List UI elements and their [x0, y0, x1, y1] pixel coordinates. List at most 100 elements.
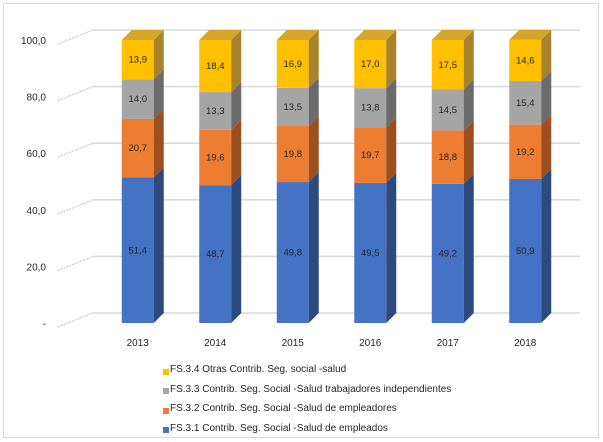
legend-swatch	[163, 427, 169, 434]
data-label: 14,6	[516, 55, 535, 66]
legend-item: FS.3.2 Contrib. Seg. Social -Salud de em…	[163, 399, 451, 419]
legend-label: FS.3.2 Contrib. Seg. Social -Salud de em…	[170, 403, 397, 415]
bar-segment	[354, 88, 387, 128]
gridline-depth	[57, 312, 94, 328]
bar-segment	[121, 79, 154, 119]
bar-segment	[199, 185, 232, 323]
data-label: 49,2	[439, 248, 458, 259]
x-axis-tick-labels: 2013 2014 2015 2016 2017 2018	[127, 338, 537, 349]
gridline-depth	[57, 142, 94, 158]
data-label: 51,4	[129, 245, 148, 256]
bar-segment	[431, 89, 464, 131]
legend-label: FS.3.1 Contrib. Seg. Social -Salud de em…	[170, 422, 388, 434]
bar-stack: 49,5 19,7 13,8 17,0	[354, 30, 397, 323]
data-label: 19,7	[361, 150, 380, 161]
data-label: 19,6	[206, 152, 225, 163]
x-tick-label: 2018	[514, 338, 537, 349]
bar-segment	[354, 40, 387, 89]
bar-segment-side	[153, 108, 164, 178]
legend-swatch	[163, 388, 169, 395]
bar-segment-side	[308, 30, 319, 88]
bar-segment-side	[231, 30, 242, 93]
bar-segment-side	[308, 77, 319, 127]
bar-segment-side	[541, 29, 552, 82]
gridline-depth	[57, 29, 94, 45]
bar-segment-side	[386, 30, 397, 89]
data-label: 50,9	[516, 246, 535, 257]
bar-segment-side	[541, 168, 552, 323]
bar-segment-side	[386, 78, 397, 128]
bar-segment	[199, 40, 232, 93]
x-tick-label: 2015	[282, 338, 305, 349]
bar-segment-top	[354, 30, 397, 40]
legend-item: FS.3.1 Contrib. Seg. Social -Salud de em…	[163, 419, 451, 439]
bar-segment	[431, 130, 464, 184]
bar-segment-side	[153, 30, 164, 80]
legend-swatch	[163, 368, 169, 375]
bar-segment	[121, 177, 154, 323]
bar-segment	[199, 92, 232, 130]
gridline-depth	[57, 85, 94, 102]
gridline-depth	[57, 199, 94, 215]
x-tick-label: 2013	[127, 338, 150, 349]
bar-segment	[121, 40, 154, 80]
bar-stack: 48,7 19,6 13,3 18,4	[199, 30, 242, 323]
data-label: 18,4	[206, 61, 225, 72]
bar-segment-top	[276, 30, 319, 40]
bar-segment-side	[463, 79, 474, 131]
bar-segment-side	[153, 69, 164, 119]
bar-segment-side	[231, 175, 242, 323]
bar-segment-side	[541, 114, 552, 179]
data-label: 13,8	[361, 103, 380, 114]
bar-segment-side	[463, 30, 474, 90]
bar-segment	[431, 183, 464, 323]
bar-segment	[354, 127, 387, 183]
bar-stack: 50,9 19,2 15,4 14,6	[509, 29, 552, 323]
data-label: 13,3	[206, 106, 225, 117]
legend-label: FS.3.3 Contrib. Seg. Social -Salud traba…	[170, 383, 452, 395]
bar-segment	[431, 40, 464, 90]
legend: FS.3.4 Otras Contrib. Seg. social -salud…	[163, 360, 451, 438]
bars: 51,4 20,7 14,0 13,9 48,7 19,6 13,3 18,4 49,8 19,8…	[121, 29, 552, 323]
bar-segment-side	[231, 82, 242, 130]
bar-segment	[276, 126, 309, 183]
data-label: 13,5	[284, 102, 303, 113]
y-tick-label: 20,0	[27, 262, 47, 273]
bar-stack: 49,8 19,8 13,5 16,9	[276, 30, 319, 323]
y-tick-label: -	[43, 319, 46, 330]
data-label: 48,7	[206, 249, 225, 260]
bar-stack: 51,4 20,7 14,0 13,9	[121, 30, 164, 323]
data-label: 14,0	[129, 94, 148, 105]
bar-segment-side	[153, 167, 164, 323]
data-label: 17,0	[361, 59, 380, 70]
bar-segment	[509, 124, 542, 179]
data-label: 49,8	[284, 248, 303, 259]
bar-segment-side	[308, 116, 319, 183]
bar-segment-side	[463, 120, 474, 184]
gridlines	[57, 29, 580, 328]
data-label: 16,9	[284, 59, 303, 70]
data-label: 15,4	[516, 98, 535, 109]
gridline-depth	[57, 255, 94, 272]
bar-segment-side	[308, 172, 319, 323]
bar-segment	[276, 40, 309, 88]
bar-segment	[121, 118, 154, 178]
data-label: 14,5	[439, 105, 458, 116]
y-tick-label: 60,0	[27, 149, 47, 160]
bar-segment-side	[386, 117, 397, 183]
bar-segment-top	[199, 30, 242, 40]
x-tick-label: 2016	[359, 338, 382, 349]
bar-segment-top	[509, 29, 552, 40]
bar-segment	[509, 39, 542, 82]
bar-segment-top	[431, 30, 474, 40]
data-label: 20,7	[129, 143, 148, 154]
y-tick-label: 40,0	[27, 206, 47, 217]
bar-segment	[509, 178, 542, 323]
legend-swatch	[163, 407, 169, 414]
bar-segment-side	[463, 173, 474, 323]
x-tick-label: 2014	[204, 338, 227, 349]
data-label: 19,8	[284, 149, 303, 160]
y-tick-label: 80,0	[27, 93, 47, 104]
data-label: 17,5	[439, 60, 458, 71]
